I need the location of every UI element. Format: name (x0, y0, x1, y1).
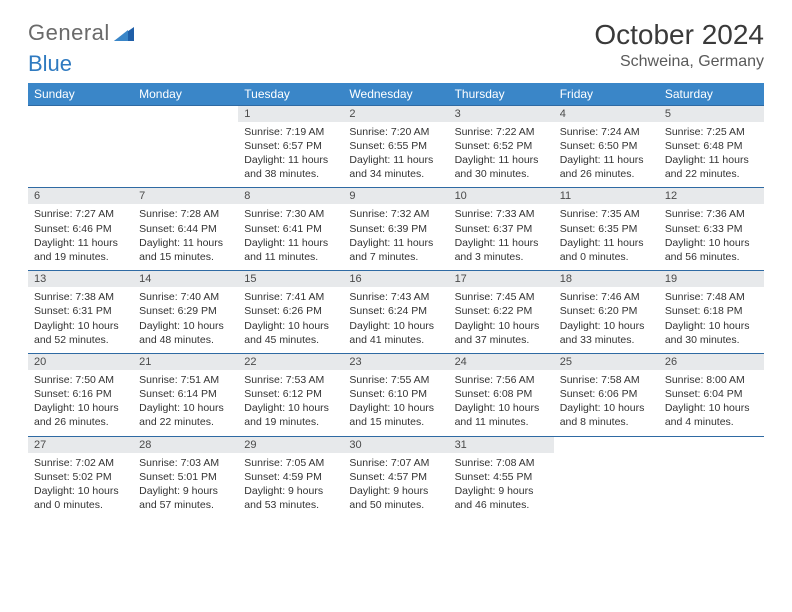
day-number-cell: 20 (28, 353, 133, 370)
month-title: October 2024 (594, 20, 764, 51)
day-content-row: Sunrise: 7:38 AMSunset: 6:31 PMDaylight:… (28, 287, 764, 353)
logo-text-general: General (28, 20, 110, 46)
day-number-cell: 9 (343, 188, 448, 205)
day-number-cell: 10 (449, 188, 554, 205)
day-number-cell: 12 (659, 188, 764, 205)
day-content-cell: Sunrise: 7:02 AMSunset: 5:02 PMDaylight:… (28, 453, 133, 519)
calendar-page: General October 2024 Schweina, Germany B… (0, 0, 792, 539)
day-content-cell: Sunrise: 7:20 AMSunset: 6:55 PMDaylight:… (343, 122, 448, 188)
day-number-cell: 19 (659, 271, 764, 288)
day-content-row: Sunrise: 7:50 AMSunset: 6:16 PMDaylight:… (28, 370, 764, 436)
day-content-cell: Sunrise: 7:41 AMSunset: 6:26 PMDaylight:… (238, 287, 343, 353)
day-number-cell: 27 (28, 436, 133, 453)
day-number-cell: 2 (343, 105, 448, 122)
day-content-cell: Sunrise: 7:45 AMSunset: 6:22 PMDaylight:… (449, 287, 554, 353)
day-content-cell: Sunrise: 7:51 AMSunset: 6:14 PMDaylight:… (133, 370, 238, 436)
day-content-cell: Sunrise: 7:58 AMSunset: 6:06 PMDaylight:… (554, 370, 659, 436)
day-number-cell: 7 (133, 188, 238, 205)
day-content-cell: Sunrise: 7:36 AMSunset: 6:33 PMDaylight:… (659, 204, 764, 270)
day-content-cell (133, 122, 238, 188)
day-content-row: Sunrise: 7:19 AMSunset: 6:57 PMDaylight:… (28, 122, 764, 188)
day-number-cell (554, 436, 659, 453)
day-content-cell: Sunrise: 7:28 AMSunset: 6:44 PMDaylight:… (133, 204, 238, 270)
day-number-cell: 26 (659, 353, 764, 370)
day-number-cell: 8 (238, 188, 343, 205)
weekday-header: Thursday (449, 83, 554, 106)
day-content-cell: Sunrise: 7:24 AMSunset: 6:50 PMDaylight:… (554, 122, 659, 188)
day-number-cell: 31 (449, 436, 554, 453)
day-number-cell: 28 (133, 436, 238, 453)
weekday-header: Sunday (28, 83, 133, 106)
weekday-header: Monday (133, 83, 238, 106)
day-content-cell: Sunrise: 7:48 AMSunset: 6:18 PMDaylight:… (659, 287, 764, 353)
day-content-cell: Sunrise: 7:38 AMSunset: 6:31 PMDaylight:… (28, 287, 133, 353)
logo-triangle-icon (114, 25, 134, 41)
calendar-table: SundayMondayTuesdayWednesdayThursdayFrid… (28, 83, 764, 519)
day-content-cell: Sunrise: 7:25 AMSunset: 6:48 PMDaylight:… (659, 122, 764, 188)
day-number-row: 20212223242526 (28, 353, 764, 370)
day-number-cell: 23 (343, 353, 448, 370)
day-content-cell: Sunrise: 7:53 AMSunset: 6:12 PMDaylight:… (238, 370, 343, 436)
day-number-row: 6789101112 (28, 188, 764, 205)
day-number-row: 13141516171819 (28, 271, 764, 288)
day-content-cell: Sunrise: 7:40 AMSunset: 6:29 PMDaylight:… (133, 287, 238, 353)
weekday-header: Saturday (659, 83, 764, 106)
day-number-cell: 21 (133, 353, 238, 370)
day-content-cell: Sunrise: 7:35 AMSunset: 6:35 PMDaylight:… (554, 204, 659, 270)
day-number-cell: 14 (133, 271, 238, 288)
day-number-cell: 5 (659, 105, 764, 122)
day-number-cell (133, 105, 238, 122)
weekday-header: Friday (554, 83, 659, 106)
day-number-cell (659, 436, 764, 453)
day-number-cell: 30 (343, 436, 448, 453)
day-number-row: 12345 (28, 105, 764, 122)
day-number-cell: 3 (449, 105, 554, 122)
day-content-cell: Sunrise: 7:19 AMSunset: 6:57 PMDaylight:… (238, 122, 343, 188)
day-number-cell: 17 (449, 271, 554, 288)
day-content-cell: Sunrise: 7:27 AMSunset: 6:46 PMDaylight:… (28, 204, 133, 270)
day-content-row: Sunrise: 7:02 AMSunset: 5:02 PMDaylight:… (28, 453, 764, 519)
day-number-row: 2728293031 (28, 436, 764, 453)
weekday-header: Tuesday (238, 83, 343, 106)
day-number-cell: 4 (554, 105, 659, 122)
day-content-cell (554, 453, 659, 519)
day-content-cell: Sunrise: 7:55 AMSunset: 6:10 PMDaylight:… (343, 370, 448, 436)
day-number-cell: 13 (28, 271, 133, 288)
weekday-header: Wednesday (343, 83, 448, 106)
day-content-cell: Sunrise: 7:08 AMSunset: 4:55 PMDaylight:… (449, 453, 554, 519)
day-content-cell: Sunrise: 7:46 AMSunset: 6:20 PMDaylight:… (554, 287, 659, 353)
day-number-cell: 15 (238, 271, 343, 288)
day-number-cell (28, 105, 133, 122)
day-number-cell: 18 (554, 271, 659, 288)
day-content-cell: Sunrise: 7:22 AMSunset: 6:52 PMDaylight:… (449, 122, 554, 188)
day-number-cell: 1 (238, 105, 343, 122)
day-content-cell: Sunrise: 7:07 AMSunset: 4:57 PMDaylight:… (343, 453, 448, 519)
day-content-cell: Sunrise: 7:33 AMSunset: 6:37 PMDaylight:… (449, 204, 554, 270)
logo: General (28, 20, 135, 46)
day-content-cell: Sunrise: 7:50 AMSunset: 6:16 PMDaylight:… (28, 370, 133, 436)
day-number-cell: 6 (28, 188, 133, 205)
day-number-cell: 16 (343, 271, 448, 288)
day-content-cell (659, 453, 764, 519)
day-number-cell: 29 (238, 436, 343, 453)
day-content-cell: Sunrise: 8:00 AMSunset: 6:04 PMDaylight:… (659, 370, 764, 436)
day-content-row: Sunrise: 7:27 AMSunset: 6:46 PMDaylight:… (28, 204, 764, 270)
day-content-cell (28, 122, 133, 188)
day-number-cell: 25 (554, 353, 659, 370)
day-content-cell: Sunrise: 7:43 AMSunset: 6:24 PMDaylight:… (343, 287, 448, 353)
day-content-cell: Sunrise: 7:05 AMSunset: 4:59 PMDaylight:… (238, 453, 343, 519)
day-number-cell: 24 (449, 353, 554, 370)
day-content-cell: Sunrise: 7:32 AMSunset: 6:39 PMDaylight:… (343, 204, 448, 270)
day-number-cell: 22 (238, 353, 343, 370)
day-number-cell: 11 (554, 188, 659, 205)
logo-text-blue: Blue (28, 51, 764, 77)
day-content-cell: Sunrise: 7:56 AMSunset: 6:08 PMDaylight:… (449, 370, 554, 436)
weekday-header-row: SundayMondayTuesdayWednesdayThursdayFrid… (28, 83, 764, 106)
day-content-cell: Sunrise: 7:30 AMSunset: 6:41 PMDaylight:… (238, 204, 343, 270)
day-content-cell: Sunrise: 7:03 AMSunset: 5:01 PMDaylight:… (133, 453, 238, 519)
